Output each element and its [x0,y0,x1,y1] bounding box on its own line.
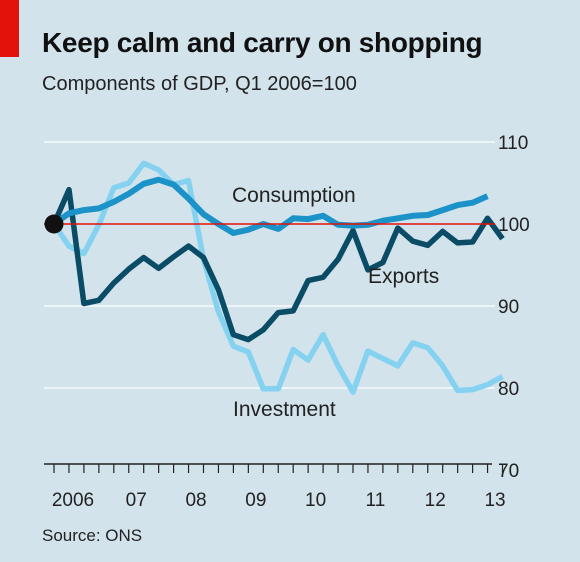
x-tick-label-07: 07 [126,490,147,511]
series-labels: Consumption Exports Investment [232,184,439,421]
x-tick-label-08: 08 [185,490,206,511]
y-tick-label-110: 110 [498,133,528,154]
chart-subtitle: Components of GDP, Q1 2006=100 [42,73,357,95]
x-tick-label-2006: 2006 [52,490,94,511]
series-label-consumption: Consumption [232,184,356,207]
x-tick-label-13: 13 [484,490,505,511]
series-line-consumption [52,176,489,236]
x-tick-label-09: 09 [245,490,266,511]
x-tick-label-10: 10 [305,490,326,511]
series-label-investment: Investment [233,398,336,421]
x-tick-label-11: 11 [366,490,386,511]
x-axis: 2006 07 08 09 10 11 12 13 [44,463,506,511]
series-line-exports [51,186,505,343]
chart-title: Keep calm and carry on shopping [42,27,483,58]
source-note: Source: ONS [42,526,143,545]
x-tick-label-12: 12 [425,490,446,511]
red-accent-tag [0,0,19,57]
series-lines [44,160,505,395]
y-tick-label-90: 90 [498,297,519,318]
series-line-investment [51,160,504,395]
y-tick-label-70: 70 [498,461,519,482]
start-marker [44,214,64,234]
y-tick-label-100: 100 [498,215,530,236]
series-label-exports: Exports [368,265,439,288]
y-tick-label-80: 80 [498,379,519,400]
